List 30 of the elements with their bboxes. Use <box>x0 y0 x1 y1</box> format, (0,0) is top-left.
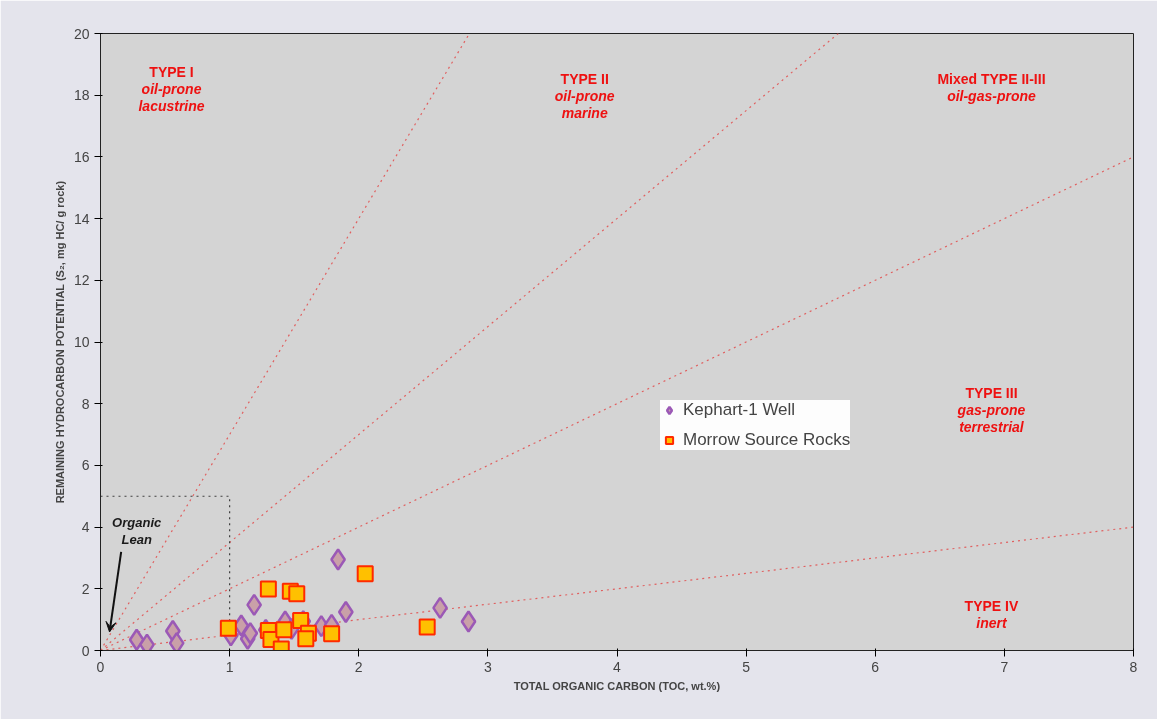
x-tick-label: 0 <box>96 658 105 675</box>
x-tick-label: 7 <box>1000 658 1009 675</box>
x-tick-label: 8 <box>1129 658 1138 675</box>
y-axis-title: REMAINING HYDROCARBON POTENTIAL (S₂, mg HC/ g rock) <box>53 180 66 504</box>
y-tick-label: 14 <box>73 210 90 227</box>
annotation: TYPE I oil-prone lacustrine <box>138 64 205 115</box>
y-tick-label: 10 <box>73 334 90 350</box>
y-tick-label: 12 <box>73 272 90 289</box>
y-tick-label: 8 <box>81 395 90 412</box>
x-tick-label: 5 <box>742 658 751 675</box>
x-tick-label: 2 <box>354 658 363 675</box>
annotation: Organic Lean <box>112 514 162 547</box>
y-tick-label: 0 <box>81 642 90 659</box>
annotation: Mixed TYPE II-III oil-gas-prone <box>937 70 1046 104</box>
x-axis-title: TOTAL ORGANIC CARBON (TOC, wt.%) <box>513 679 721 692</box>
legend-label: Morrow Source Rocks <box>683 430 851 450</box>
x-tick-label: 4 <box>613 658 622 675</box>
y-tick-label: 2 <box>81 580 90 597</box>
annotation: TYPE III gas-prone terrestrial <box>956 385 1026 436</box>
x-tick-label: 3 <box>483 658 492 675</box>
annotation: TYPE IV inert <box>964 598 1019 632</box>
x-tick-label: 6 <box>871 658 880 675</box>
y-tick-label: 20 <box>73 25 90 42</box>
legend-label: Kephart-1 Well <box>683 400 796 420</box>
y-tick-label: 18 <box>73 87 90 104</box>
x-tick-label: 1 <box>225 658 234 675</box>
y-tick-label: 4 <box>81 519 90 536</box>
y-tick-label: 16 <box>73 148 90 165</box>
y-tick-label: 6 <box>81 457 90 474</box>
annotation: TYPE II oil-prone marine <box>554 70 615 121</box>
